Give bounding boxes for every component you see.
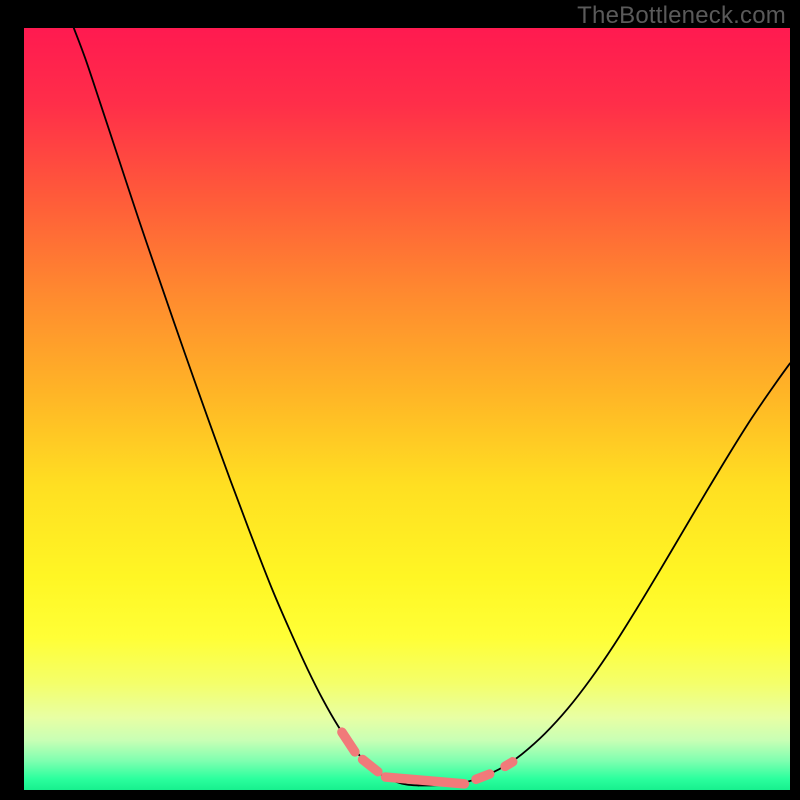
- marker-segment: [476, 774, 490, 779]
- watermark-text: TheBottleneck.com: [577, 2, 786, 30]
- chart-svg: [24, 28, 790, 790]
- plot-area: [24, 28, 790, 790]
- chart-frame: TheBottleneck.com: [0, 0, 800, 800]
- gradient-background: [24, 28, 790, 790]
- marker-segment: [505, 762, 513, 767]
